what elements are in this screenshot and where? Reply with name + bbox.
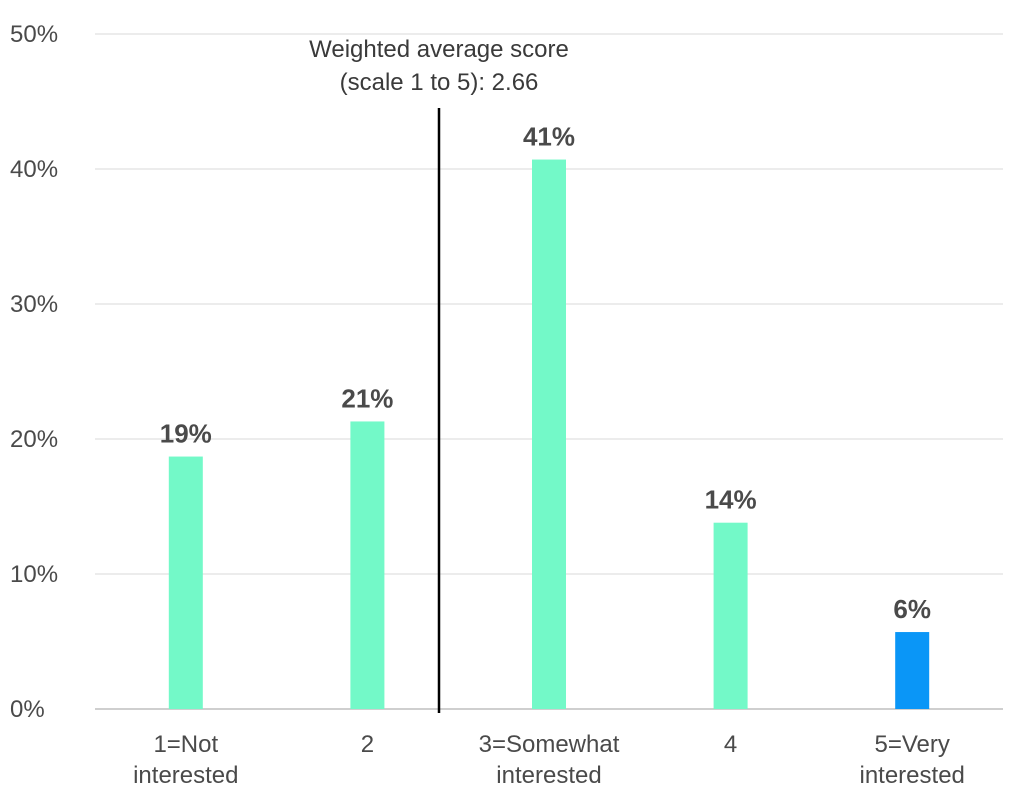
x-category-label: 1=Not: [153, 731, 218, 758]
x-category-label: 2: [361, 731, 374, 758]
bar: [350, 421, 385, 709]
bar: [895, 632, 930, 709]
data-label: 41%: [523, 122, 575, 152]
weighted-average-annotation: Weighted average score (scale 1 to 5): 2.…: [309, 36, 569, 713]
y-tick-label: 0%: [10, 696, 45, 723]
x-category-label: 4: [724, 731, 737, 758]
x-category-label: interested: [859, 762, 964, 789]
data-label: 19%: [160, 419, 212, 449]
x-category-label: interested: [133, 762, 238, 789]
bar: [713, 522, 748, 709]
y-tick-label: 30%: [10, 291, 58, 318]
data-label: 6%: [893, 594, 931, 624]
x-category-label: 3=Somewhat: [479, 731, 620, 758]
data-label: 21%: [341, 383, 393, 413]
annotation-text: (scale 1 to 5): 2.66: [340, 69, 539, 96]
y-axis-ticks: 0% 10% 20% 30% 40% 50%: [10, 21, 58, 723]
x-axis-categories: 1=Not interested 2 3=Somewhat interested 4 5=V…: [133, 731, 965, 789]
y-tick-label: 10%: [10, 561, 58, 588]
data-labels: 19% 21% 41% 14% 6%: [160, 122, 931, 624]
bar: [532, 159, 566, 710]
bar: [168, 456, 203, 709]
y-tick-label: 50%: [10, 21, 58, 48]
y-tick-label: 40%: [10, 156, 58, 183]
x-category-label: 5=Very: [875, 731, 950, 758]
annotation-text: Weighted average score: [309, 36, 569, 63]
y-tick-label: 20%: [10, 426, 58, 453]
x-category-label: interested: [496, 762, 601, 789]
data-label: 14%: [705, 485, 757, 515]
bars: [168, 159, 930, 710]
